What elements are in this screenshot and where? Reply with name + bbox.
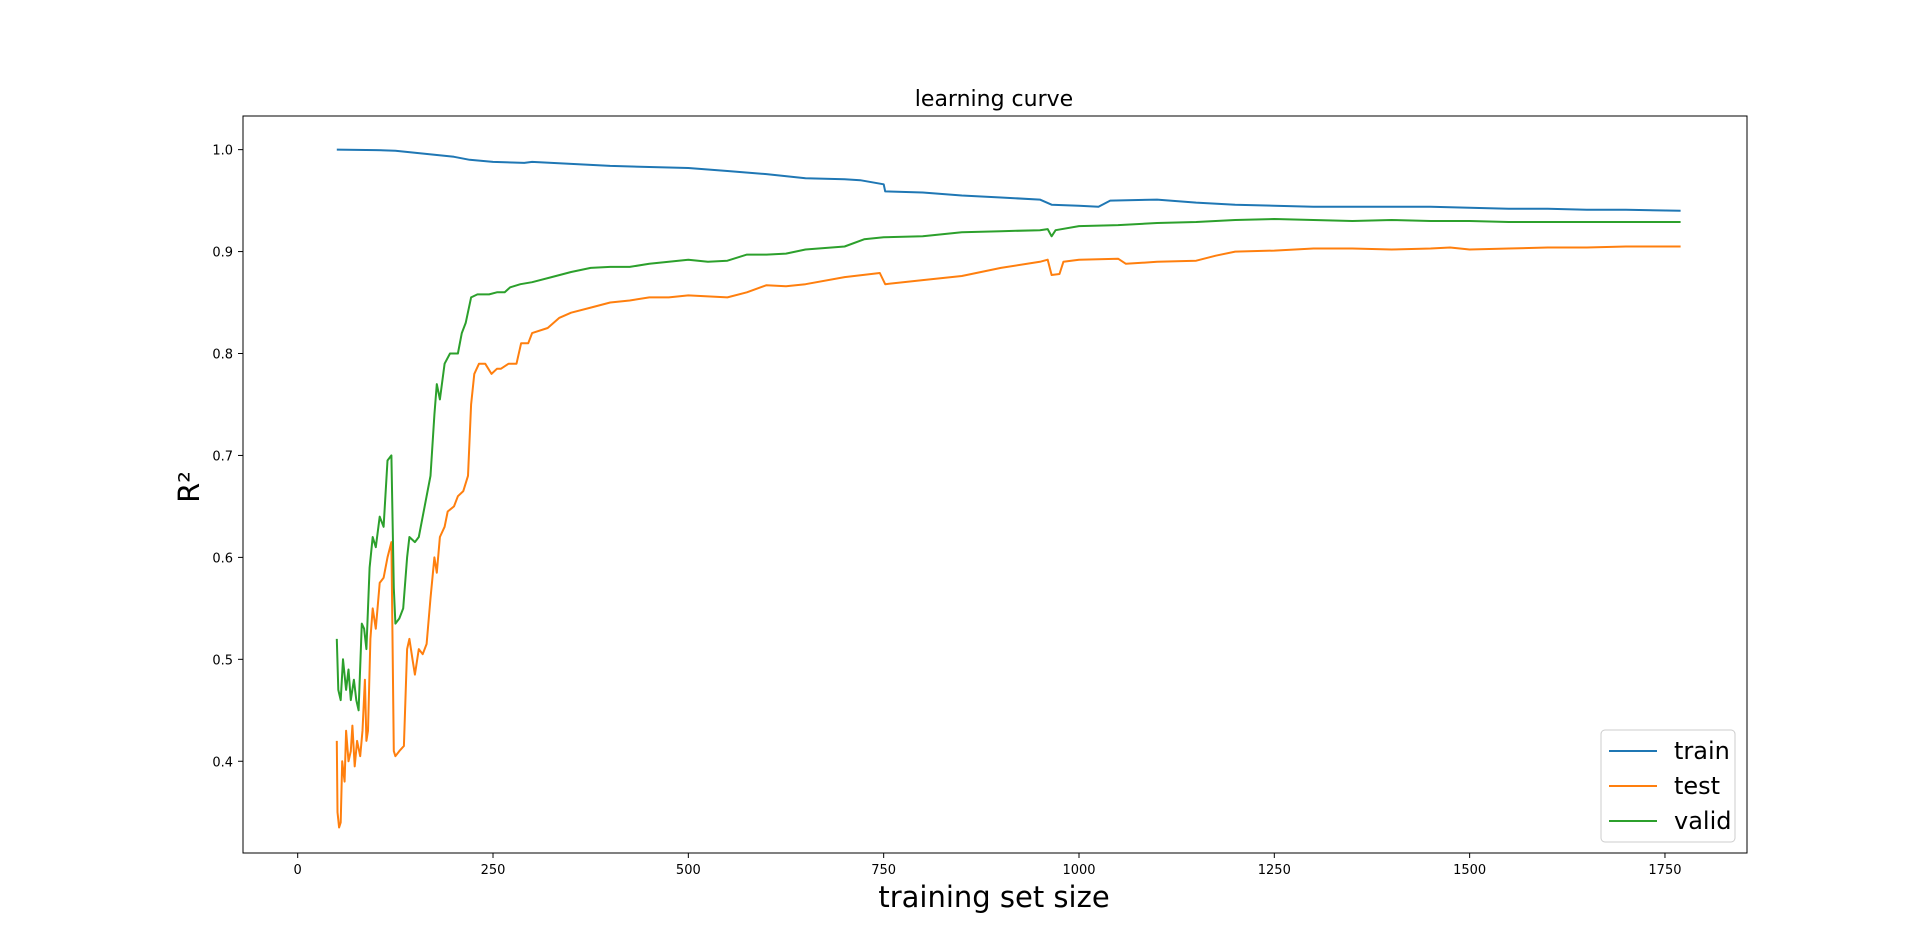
legend-label-valid: valid [1674,807,1731,835]
y-tick-label: 0.8 [212,348,233,363]
x-tick-label: 1250 [1258,863,1291,878]
y-tick-label: 0.4 [212,755,233,770]
chart-title: learning curve [915,87,1073,112]
y-tick-label: 0.7 [212,449,233,464]
series-line-valid [335,218,1681,712]
y-tick-label: 0.9 [212,246,233,261]
x-tick-label: 1000 [1062,863,1095,878]
x-tick-label: 1500 [1453,863,1486,878]
x-axis-ticks: 0 250 500 750 1000 1250 1500 1750 [294,853,1682,878]
legend-label-test: test [1674,772,1720,800]
x-tick-label: 750 [871,863,896,878]
y-tick-label: 1.0 [212,144,233,159]
y-tick-label: 0.5 [212,653,233,668]
y-axis-label: R² [172,471,206,503]
x-tick-label: 1750 [1648,863,1681,878]
series-line-test [335,245,1681,829]
x-tick-label: 250 [481,863,506,878]
x-tick-label: 0 [294,863,302,878]
legend-label-train: train [1674,737,1730,765]
y-axis-ticks: 0.4 0.5 0.6 0.7 0.8 0.9 1.0 [212,144,243,770]
x-tick-label: 500 [676,863,701,878]
x-axis-label: training set size [878,880,1109,914]
series-line-train [336,148,1681,212]
legend: train test valid [1600,729,1736,843]
plot-area-frame [242,115,1748,854]
series-layer [335,148,1681,829]
y-tick-label: 0.6 [212,551,233,566]
legend-box [1600,729,1736,843]
